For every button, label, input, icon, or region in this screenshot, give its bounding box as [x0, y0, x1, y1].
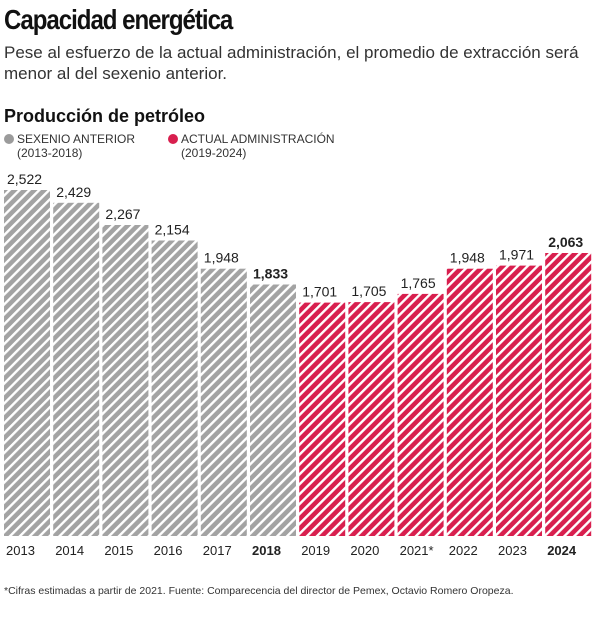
legend-sublabel-previous: (2013-2018): [17, 146, 83, 160]
value-label-2017: 1,948: [204, 250, 239, 266]
bar-2021: [397, 293, 444, 536]
bar-2017: [200, 268, 247, 536]
bar-2015: [102, 225, 149, 536]
value-label-2018: 1,833: [253, 266, 288, 282]
x-tick-label-2016: 2016: [154, 543, 183, 558]
legend-sublabel-current: (2019-2024): [181, 146, 247, 160]
x-tick-label-2015: 2015: [104, 543, 133, 558]
value-label-2023: 1,971: [499, 247, 534, 263]
value-label-2014: 2,429: [56, 184, 91, 200]
x-labels-group: 2013 2014 2015 2016 2017 2018 2019 2020 2021* 202…: [6, 543, 577, 558]
x-tick-label-2024: 2024: [547, 543, 577, 558]
x-tick-label-2020: 2020: [350, 543, 379, 558]
value-label-2024: 2,063: [548, 234, 583, 250]
section-title: Producción de petróleo: [4, 106, 206, 126]
value-label-2015: 2,267: [105, 206, 140, 222]
bar-2019: [299, 302, 346, 536]
legend-swatch-previous: [4, 134, 14, 144]
value-label-2021: 1,765: [401, 275, 436, 291]
bar-2023: [496, 265, 542, 536]
bar-2013: [4, 190, 50, 536]
legend-swatch-current: [168, 134, 178, 144]
value-label-2013: 2,522: [7, 171, 42, 187]
bar-2024: [545, 253, 592, 536]
x-tick-label-2022: 2022: [449, 543, 478, 558]
bar-2018: [250, 284, 296, 536]
legend-item-current: ACTUAL ADMINISTRACIÓN (2019-2024): [168, 132, 335, 160]
legend-item-previous: SEXENIO ANTERIOR (2013-2018): [4, 132, 135, 160]
footnote: *Cifras estimadas a partir de 2021. Fuen…: [4, 585, 514, 597]
bar-2020: [348, 302, 395, 536]
bars-group: [4, 190, 592, 537]
x-tick-label-2013: 2013: [6, 543, 35, 558]
x-tick-label-2014: 2014: [55, 543, 84, 558]
x-tick-label-2021: 2021*: [400, 543, 434, 558]
legend-label-current: ACTUAL ADMINISTRACIÓN: [181, 132, 335, 146]
value-label-2016: 2,154: [155, 222, 190, 238]
x-tick-label-2019: 2019: [301, 543, 330, 558]
x-tick-label-2017: 2017: [203, 543, 232, 558]
value-label-2022: 1,948: [450, 250, 485, 266]
chart-title: Capacidad energética: [4, 4, 233, 35]
value-labels-group: 2,522 2,429 2,267 2,154 1,948 1,833 1,701 1,705…: [7, 171, 583, 300]
bar-2014: [53, 202, 100, 537]
value-label-2020: 1,705: [351, 283, 386, 299]
value-label-2019: 1,701: [302, 284, 337, 300]
bar-2016: [151, 240, 198, 536]
x-tick-label-2023: 2023: [498, 543, 527, 558]
legend-label-previous: SEXENIO ANTERIOR: [17, 132, 136, 146]
x-tick-label-2018: 2018: [252, 543, 281, 558]
bar-2022: [446, 268, 493, 536]
chart-subtitle: Pese al esfuerzo de la actual administra…: [4, 43, 579, 83]
